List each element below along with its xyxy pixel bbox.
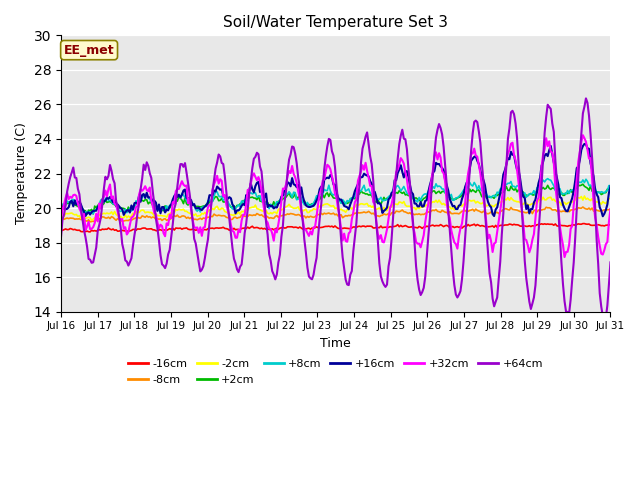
+64cm [125,263,132,268]
+64cm [607,260,614,265]
+32cm [57,216,65,222]
-2cm [126,215,134,220]
Line: +16cm: +16cm [61,144,611,216]
+8cm [223,198,230,204]
+32cm [579,132,587,138]
Line: +32cm: +32cm [61,135,611,257]
-16cm [57,228,65,233]
+16cm [599,214,607,219]
+16cm [298,184,305,190]
+32cm [248,174,256,180]
-8cm [241,214,248,219]
+2cm [607,185,614,191]
-8cm [223,215,230,220]
-8cm [299,213,307,219]
+64cm [221,173,228,179]
+8cm [250,190,258,196]
+2cm [299,199,307,204]
Line: -8cm: -8cm [61,207,611,222]
X-axis label: Time: Time [321,337,351,350]
+32cm [577,139,585,145]
+16cm [576,157,584,163]
-16cm [223,226,230,231]
+8cm [57,204,65,210]
+64cm [298,206,305,212]
-16cm [126,228,134,234]
-16cm [579,221,587,227]
-16cm [577,221,585,227]
Line: +2cm: +2cm [61,184,611,214]
+8cm [126,205,134,211]
+2cm [250,195,258,201]
+64cm [600,319,608,324]
-8cm [250,212,258,218]
+2cm [223,199,230,205]
Line: +64cm: +64cm [61,98,611,322]
+32cm [607,206,614,212]
-8cm [607,206,614,212]
-2cm [250,204,258,210]
-8cm [579,204,587,210]
Line: -2cm: -2cm [61,196,611,220]
+2cm [579,181,587,187]
+2cm [126,207,134,213]
+8cm [241,197,248,203]
-2cm [223,209,230,215]
+2cm [577,182,585,188]
+8cm [299,199,307,205]
-2cm [241,208,248,214]
Line: -16cm: -16cm [61,224,611,232]
+32cm [239,212,247,217]
+16cm [248,186,256,192]
+8cm [607,183,614,189]
+32cm [125,229,132,235]
Title: Soil/Water Temperature Set 3: Soil/Water Temperature Set 3 [223,15,448,30]
+2cm [83,211,91,217]
-2cm [299,208,307,214]
-2cm [577,193,585,199]
-2cm [580,193,588,199]
+16cm [580,141,588,147]
+32cm [298,209,305,215]
+8cm [80,212,88,218]
-2cm [607,196,614,202]
+64cm [57,234,65,240]
Legend: -16cm, -8cm, -2cm, +2cm, +8cm, +16cm, +32cm, +64cm: -16cm, -8cm, -2cm, +2cm, +8cm, +16cm, +3… [124,355,547,389]
-16cm [299,226,307,232]
+32cm [561,254,568,260]
+64cm [239,247,247,253]
-2cm [57,214,65,219]
+64cm [582,96,590,101]
+32cm [221,192,228,198]
-8cm [577,205,585,211]
-16cm [241,225,248,231]
-8cm [57,217,65,223]
+16cm [607,183,614,189]
+2cm [57,205,65,211]
+16cm [125,207,132,213]
+16cm [57,202,65,207]
-16cm [607,222,614,228]
-8cm [86,219,94,225]
+2cm [241,198,248,204]
+16cm [239,201,247,207]
-8cm [126,216,134,222]
Y-axis label: Temperature (C): Temperature (C) [15,122,28,225]
+8cm [579,177,587,183]
+8cm [544,176,552,181]
-16cm [250,225,258,231]
+64cm [576,151,584,156]
-2cm [88,217,95,223]
+64cm [248,165,256,171]
-16cm [86,229,94,235]
Line: +8cm: +8cm [61,179,611,215]
Text: EE_met: EE_met [64,44,115,57]
+16cm [221,194,228,200]
